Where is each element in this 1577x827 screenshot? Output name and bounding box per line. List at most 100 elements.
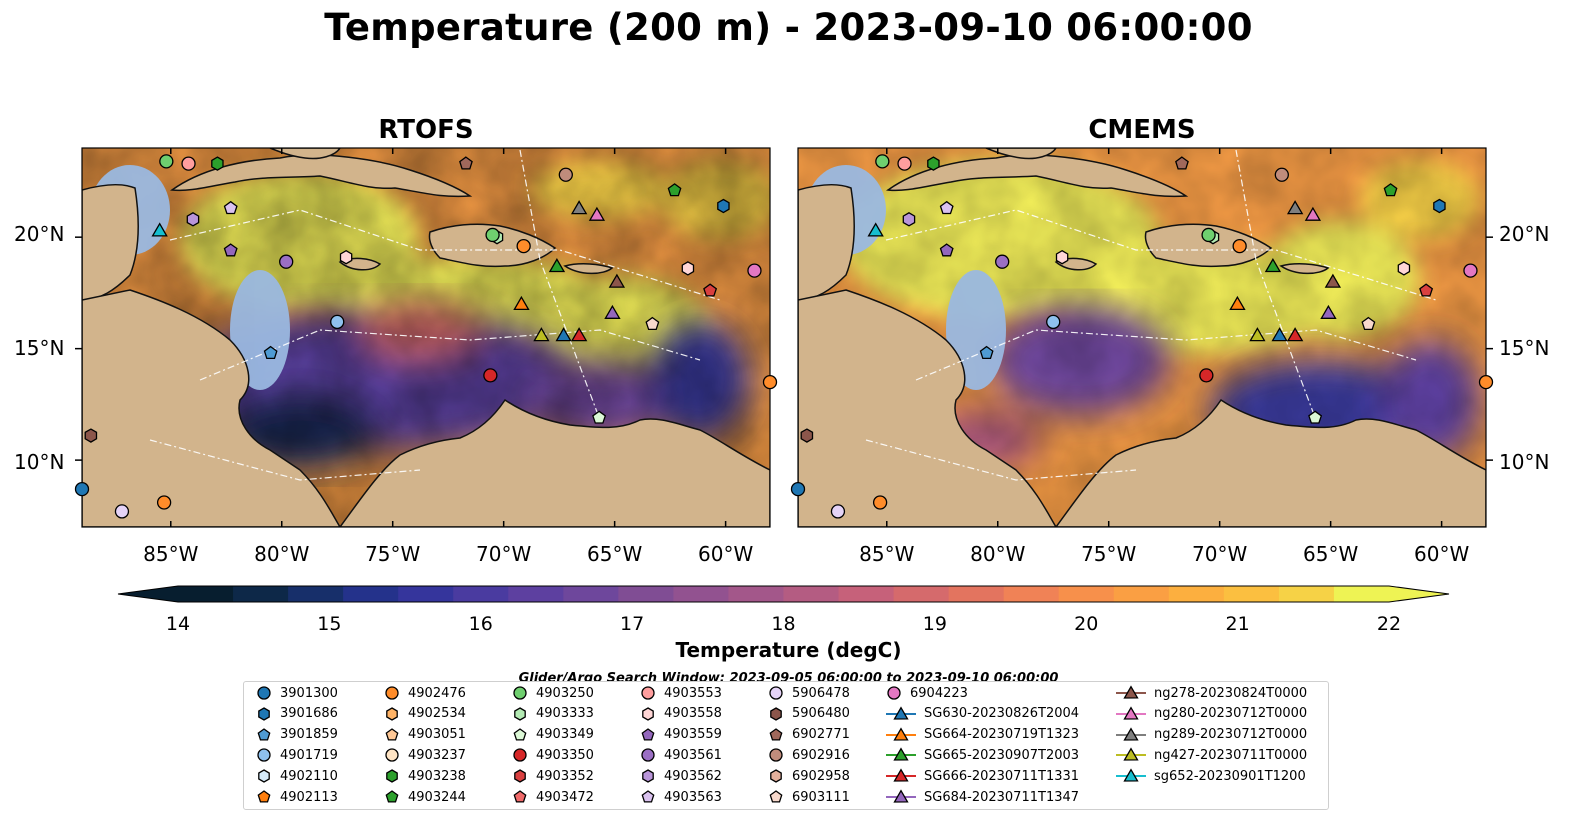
legend-item: 5906478 xyxy=(766,683,850,703)
legend-item: 4903350 xyxy=(510,745,594,765)
legend-marker-shape xyxy=(769,790,783,803)
legend-marker xyxy=(770,707,782,721)
colorbar-cell xyxy=(783,586,840,602)
legend-label: 6902916 xyxy=(792,747,850,763)
platform-marker xyxy=(939,200,954,215)
legend-marker xyxy=(513,748,527,763)
platform-marker xyxy=(800,428,814,443)
legend-label: SG666-20230711T1331 xyxy=(924,768,1080,784)
colorbar-tick-label: 20 xyxy=(1074,613,1099,635)
legend-marker-shape xyxy=(893,726,909,741)
legend-marker-shape xyxy=(257,748,271,763)
colorbar-cell xyxy=(563,586,619,602)
legend-label: 6904223 xyxy=(910,685,968,701)
legend-marker xyxy=(514,707,526,721)
colorbar-tick-label: 17 xyxy=(620,613,645,635)
x-tick-label: 85°W xyxy=(143,542,199,566)
platform-marker xyxy=(1463,263,1478,278)
legend-item: ng278-20230824T0000 xyxy=(1114,683,1307,703)
legend-label: 4903237 xyxy=(408,747,466,763)
colorbar-cell xyxy=(1223,586,1280,602)
colorbar-cell xyxy=(1333,586,1390,602)
platform-marker xyxy=(84,428,98,443)
x-tick-label: 80°W xyxy=(970,542,1026,566)
legend-marker-shape xyxy=(258,769,270,783)
colorbar-tick-label: 21 xyxy=(1225,613,1250,635)
colorbar-cell xyxy=(838,586,895,602)
legend-item: 3901686 xyxy=(254,704,338,724)
legend-label: ng427-20230711T0000 xyxy=(1154,747,1308,763)
platform-marker xyxy=(790,481,806,497)
legend-marker-shape xyxy=(513,790,527,803)
colorbar-cell xyxy=(343,586,399,602)
colorbar-tick-label: 18 xyxy=(771,613,796,635)
legend-marker-shape xyxy=(770,769,782,783)
legend-marker-shape xyxy=(257,727,271,741)
legend-marker xyxy=(641,748,655,763)
platform-marker xyxy=(592,410,607,424)
platform-marker xyxy=(1324,273,1342,288)
legend-marker-shape xyxy=(769,686,783,700)
platform-marker xyxy=(1383,183,1398,197)
legend-marker-shape xyxy=(641,748,655,763)
platform-marker xyxy=(1433,198,1446,214)
legend-item: SG665-20230907T2003 xyxy=(884,745,1079,765)
platform-marker xyxy=(867,222,884,237)
platform-marker xyxy=(830,504,846,519)
platform-marker xyxy=(1308,410,1323,424)
x-tick-label: 60°W xyxy=(1413,542,1470,566)
colorbar-cell xyxy=(893,586,950,602)
legend-marker xyxy=(887,686,901,700)
platform-marker xyxy=(604,304,621,319)
legend-label: 4903352 xyxy=(536,768,594,784)
legend-marker-shape xyxy=(641,790,655,803)
legend-marker xyxy=(258,707,270,721)
legend-label: 4903349 xyxy=(536,727,594,743)
legend-marker-shape xyxy=(642,769,654,783)
legend-marker-shape xyxy=(386,707,398,721)
legend-marker-shape xyxy=(385,790,399,803)
colorbar-cell xyxy=(1113,586,1170,602)
colorbar-cell xyxy=(453,586,509,602)
legend-marker xyxy=(886,726,916,741)
colorbar-cell xyxy=(1003,586,1060,602)
legend-marker-shape xyxy=(641,686,655,700)
legend-label: 4903553 xyxy=(664,685,722,701)
legend-marker-shape xyxy=(514,769,526,783)
legend-marker xyxy=(257,686,271,700)
platform-marker xyxy=(159,154,174,169)
legend-label: SG664-20230719T1323 xyxy=(924,727,1080,743)
y-tick-label-right: 15°N xyxy=(1499,336,1550,360)
platform-marker xyxy=(570,327,588,342)
legend-label: 4902110 xyxy=(280,768,338,784)
y-tick-label: 20°N xyxy=(14,222,65,246)
colorbar-cell xyxy=(1278,586,1335,602)
platform-marker xyxy=(223,200,238,215)
legend-marker-shape xyxy=(1123,726,1139,741)
legend-label: SG630-20230826T2004 xyxy=(924,706,1080,722)
legend-item: 4903250 xyxy=(510,683,594,703)
legend-marker-shape xyxy=(893,706,909,720)
x-tick-label: 70°W xyxy=(1192,542,1248,566)
legend-item: 4903562 xyxy=(638,766,722,786)
colorbar-cell xyxy=(728,586,785,602)
colorbar-cell xyxy=(948,586,1005,602)
panel-title-rtofs: RTOFS xyxy=(378,115,474,145)
colorbar-cell xyxy=(1058,586,1115,602)
legend-label: 3901859 xyxy=(280,727,338,743)
platform-marker xyxy=(483,368,498,383)
platform-marker xyxy=(902,212,916,227)
platform-marker xyxy=(979,345,994,360)
legend-item: 4903561 xyxy=(638,745,722,765)
legend-marker xyxy=(386,769,398,783)
legend-item: SG630-20230826T2004 xyxy=(884,704,1079,724)
legend-item: 4903051 xyxy=(382,725,466,745)
legend-marker xyxy=(513,727,527,741)
legend-marker xyxy=(385,727,399,741)
legend-label: 6902771 xyxy=(792,727,850,743)
legend-marker-shape xyxy=(385,686,399,700)
platform-marker xyxy=(570,200,588,215)
legend-marker xyxy=(769,686,783,700)
platform-marker xyxy=(485,227,500,243)
platform-marker xyxy=(114,504,130,519)
